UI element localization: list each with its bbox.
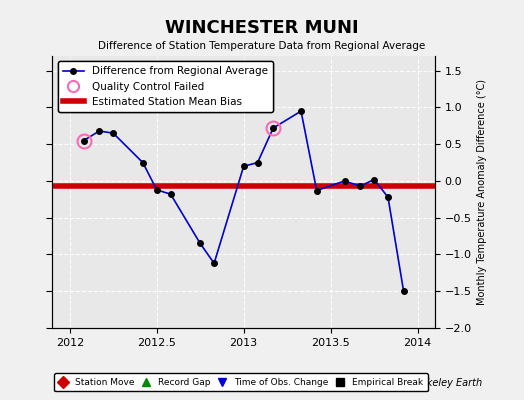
Text: Berkeley Earth: Berkeley Earth [410, 378, 482, 388]
Y-axis label: Monthly Temperature Anomaly Difference (°C): Monthly Temperature Anomaly Difference (… [477, 79, 487, 305]
Text: Difference of Station Temperature Data from Regional Average: Difference of Station Temperature Data f… [99, 41, 425, 51]
Text: WINCHESTER MUNI: WINCHESTER MUNI [165, 19, 359, 37]
Legend: Station Move, Record Gap, Time of Obs. Change, Empirical Break: Station Move, Record Gap, Time of Obs. C… [54, 374, 428, 392]
Legend: Difference from Regional Average, Quality Control Failed, Estimated Station Mean: Difference from Regional Average, Qualit… [58, 61, 273, 112]
